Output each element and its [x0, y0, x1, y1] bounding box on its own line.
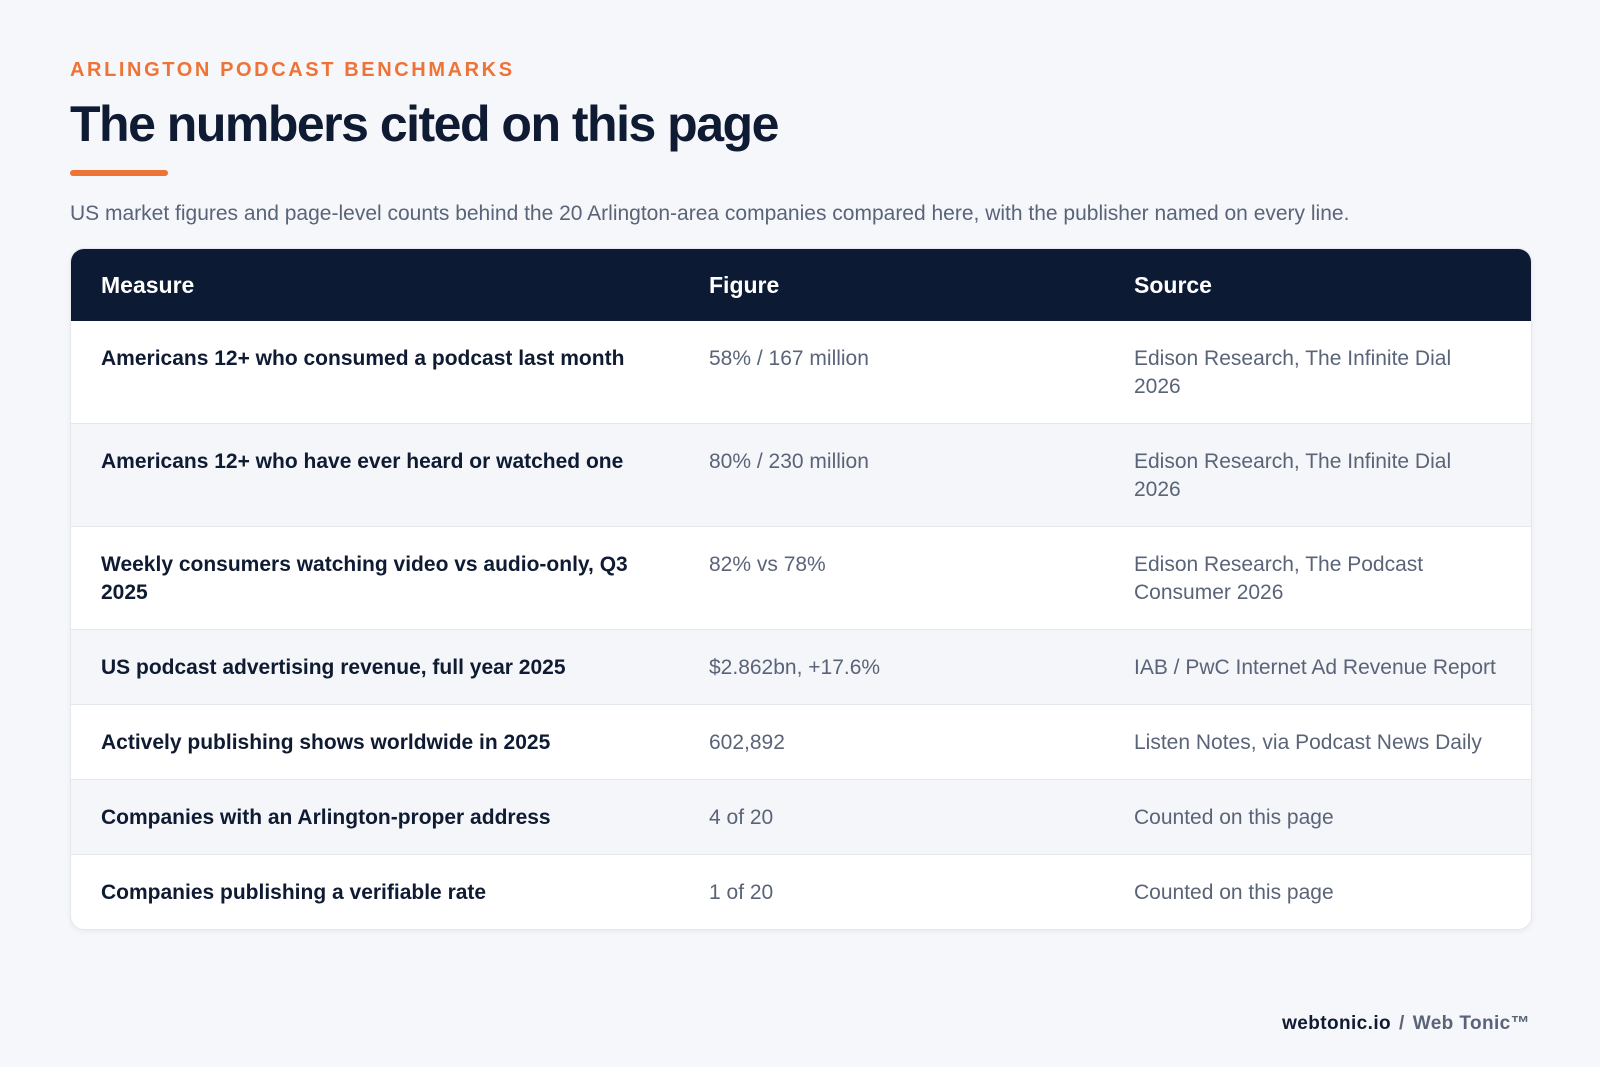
benchmarks-table: Measure Figure Source Americans 12+ who … — [71, 249, 1531, 929]
figure-cell: $2.862bn, +17.6% — [679, 629, 1104, 705]
page-title: The numbers cited on this page — [70, 96, 779, 152]
measure-cell: Weekly consumers watching video vs audio… — [71, 526, 679, 630]
column-header-measure: Measure — [101, 271, 195, 298]
footer-brand: Web Tonic™ — [1412, 1013, 1530, 1034]
figure-cell: 58% / 167 million — [709, 347, 869, 370]
measure-cell: US podcast advertising revenue, full yea… — [71, 629, 679, 705]
table-row: Companies publishing a verifiable rate 1… — [71, 854, 1531, 929]
table-header-row: Measure Figure Source — [71, 249, 1531, 321]
measure-cell: Americans 12+ who have ever heard or wat… — [71, 423, 679, 527]
page-subtitle: US market figures and page-level counts … — [70, 202, 1350, 225]
footer-credit: webtonic.io / Web Tonic™ — [1282, 1013, 1530, 1035]
figure-cell: 82% vs 78% — [679, 526, 1104, 630]
table-body: Americans 12+ who consumed a podcast las… — [71, 321, 1531, 929]
eyebrow-label: ARLINGTON PODCAST BENCHMARKS — [70, 59, 515, 81]
table-row: Actively publishing shows worldwide in 2… — [71, 704, 1531, 780]
column-header-source: Source — [1134, 271, 1212, 298]
table-header: Measure Figure Source — [71, 249, 1531, 321]
source-cell: Listen Notes, via Podcast News Daily — [1104, 704, 1531, 780]
page-header: ARLINGTON PODCAST BENCHMARKS The numbers… — [70, 58, 1530, 228]
source-cell: Counted on this page — [1104, 779, 1531, 855]
source-cell: IAB / PwC Internet Ad Revenue Report — [1104, 629, 1531, 705]
measure-cell: Actively publishing shows worldwide in 2… — [71, 704, 679, 780]
figure-cell: 602,892 — [679, 704, 1104, 780]
source-cell: Counted on this page — [1104, 854, 1531, 929]
column-header-figure: Figure — [709, 271, 780, 298]
footer-separator: / — [1399, 1013, 1405, 1034]
measure-cell: Companies with an Arlington-proper addre… — [71, 779, 679, 855]
figure-cell: 1 of 20 — [679, 854, 1104, 929]
source-cell: Edison Research, The Infinite Dial 2026 — [1134, 347, 1452, 398]
figure-cell: 80% / 230 million — [679, 423, 1104, 527]
benchmarks-table-card: Measure Figure Source Americans 12+ who … — [70, 248, 1532, 930]
measure-cell: Companies publishing a verifiable rate — [71, 854, 679, 929]
source-cell: Edison Research, The Infinite Dial 2026 — [1104, 423, 1531, 527]
title-accent-divider — [70, 170, 168, 176]
table-row: Weekly consumers watching video vs audio… — [71, 526, 1531, 630]
table-row: Companies with an Arlington-proper addre… — [71, 779, 1531, 855]
figure-cell: 4 of 20 — [679, 779, 1104, 855]
table-row: US podcast advertising revenue, full yea… — [71, 629, 1531, 705]
source-cell: Edison Research, The Podcast Consumer 20… — [1104, 526, 1531, 630]
measure-cell: Americans 12+ who consumed a podcast las… — [101, 347, 625, 370]
table-row: Americans 12+ who have ever heard or wat… — [71, 423, 1531, 527]
table-row: Americans 12+ who consumed a podcast las… — [71, 321, 1531, 424]
footer-domain: webtonic.io — [1282, 1013, 1392, 1034]
